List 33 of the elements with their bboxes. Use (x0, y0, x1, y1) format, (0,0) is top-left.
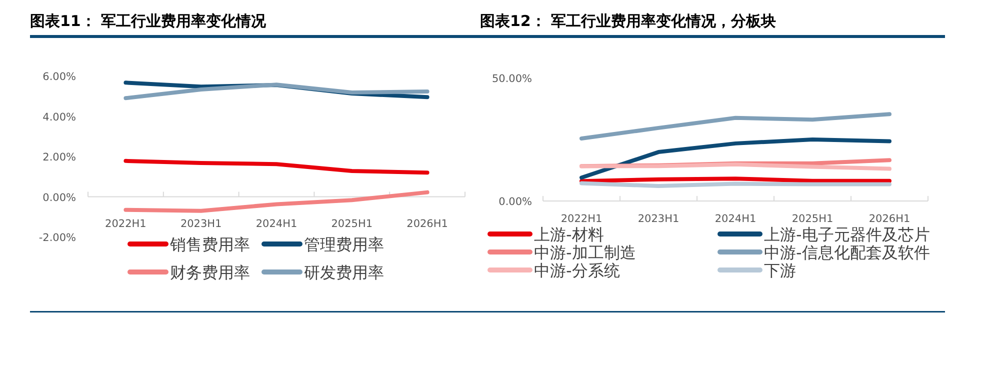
x-tick-label: 2025H1 (792, 213, 834, 225)
legend-label: 销售费用率 (169, 235, 250, 254)
x-tick-label: 2025H1 (331, 218, 373, 230)
chart-title: 图表11： 军工行业费用率变化情况 (30, 12, 268, 30)
legend-label: 中游-加工制造 (534, 243, 636, 262)
legend-label: 中游-信息化配套及软件 (764, 243, 930, 262)
line-series (124, 158, 430, 175)
x-tick-label: 2023H1 (180, 218, 222, 230)
legend-label: 下游 (764, 261, 796, 280)
y-tick-label: 2.00% (42, 152, 76, 164)
legend-label: 财务费用率 (170, 263, 250, 282)
legend-label: 研发费用率 (304, 263, 384, 282)
x-tick-label: 2022H1 (560, 213, 602, 225)
legend-label: 中游-分系统 (534, 261, 620, 280)
line-series (580, 112, 892, 141)
x-tick-label: 2024H1 (714, 213, 756, 225)
y-tick-label: 6.00% (42, 71, 76, 83)
x-tick-label: 2024H1 (256, 218, 298, 230)
chart-title: 图表12： 军工行业费用率变化情况，分板块 (480, 12, 776, 30)
legend-label: 管理费用率 (304, 235, 384, 254)
y-tick-label: 0.00% (498, 196, 532, 208)
line-series (124, 190, 430, 213)
x-tick-label: 2026H1 (406, 218, 448, 230)
y-tick-label: -2.00% (38, 232, 76, 244)
y-tick-label: 0.00% (42, 192, 76, 204)
legend-label: 上游-电子元器件及芯片 (764, 225, 930, 244)
x-tick-label: 2023H1 (638, 213, 680, 225)
y-tick-label: 4.00% (42, 111, 76, 124)
line-series (580, 138, 892, 180)
legend-label: 上游-材料 (534, 225, 604, 244)
x-tick-label: 2022H1 (105, 218, 146, 230)
y-tick-label: 50.00% (492, 73, 532, 85)
x-tick-label: 2026H1 (868, 213, 910, 225)
